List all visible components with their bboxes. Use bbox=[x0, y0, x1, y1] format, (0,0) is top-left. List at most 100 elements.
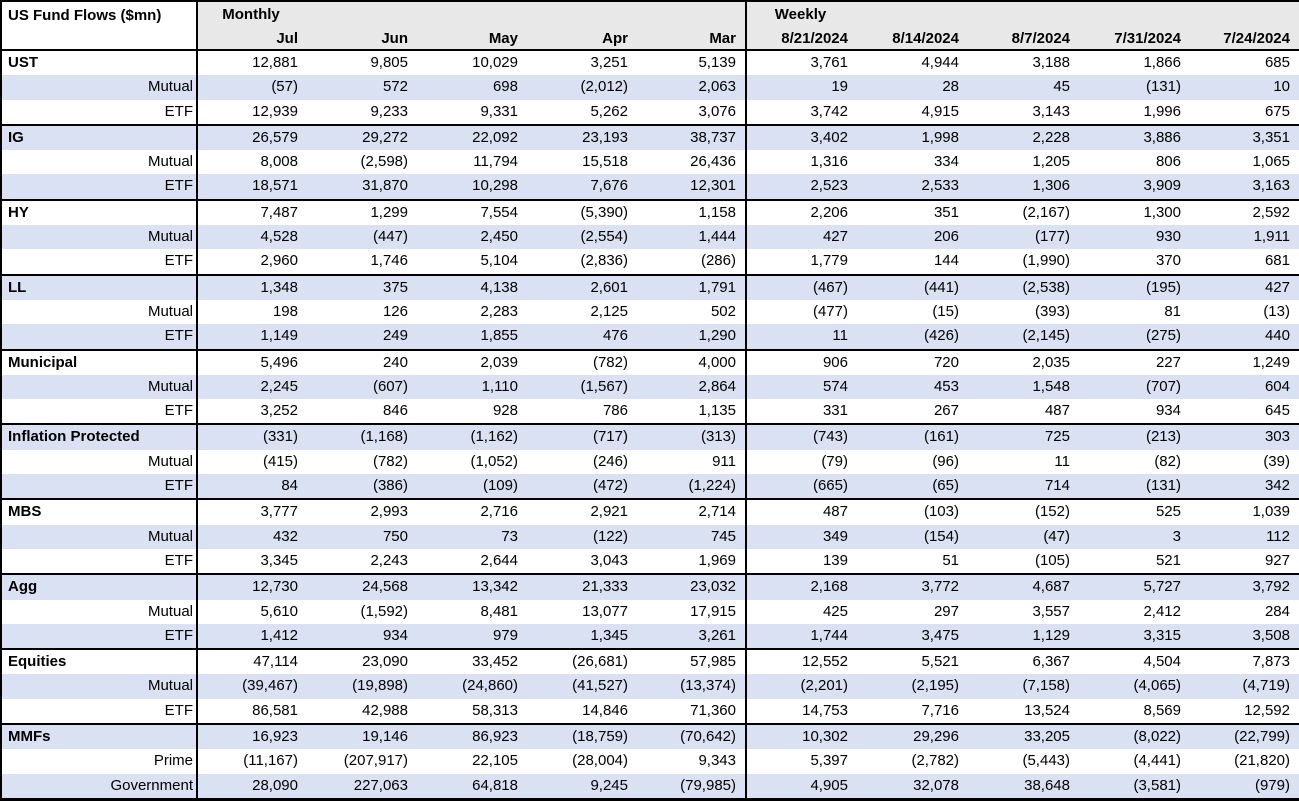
value-cell: 2,039 bbox=[417, 348, 527, 375]
value-cell: 3,252 bbox=[196, 399, 307, 425]
value-cell: 685 bbox=[1190, 48, 1299, 76]
row-label: Prime bbox=[153, 752, 193, 770]
value-cell: 5,262 bbox=[590, 102, 628, 120]
value-cell: 23,032 bbox=[637, 573, 746, 600]
section-label-monthly: Monthly bbox=[196, 1, 307, 28]
value-cell: 57,985 bbox=[637, 648, 746, 675]
value-cell: (207,917) bbox=[343, 752, 408, 770]
value-cell: 349 bbox=[745, 524, 857, 549]
value-cell: 31,870 bbox=[307, 174, 417, 200]
value-cell: 8,569 bbox=[1143, 701, 1181, 719]
value-cell: 2,960 bbox=[196, 249, 307, 275]
value-cell: 930 bbox=[1079, 225, 1190, 250]
value-cell: (15) bbox=[932, 302, 959, 320]
value-cell: 3,402 bbox=[745, 123, 857, 151]
category-row: MMFs 16,923 19,146 86,923 (18,759) (70,642) 10… bbox=[1, 723, 1299, 750]
value-cell: 1,779 bbox=[745, 249, 857, 275]
row-label: Mutual bbox=[1, 225, 197, 250]
value-cell: 574 bbox=[745, 374, 857, 400]
row-label: IG bbox=[1, 123, 197, 151]
value-cell: (65) bbox=[857, 474, 968, 500]
value-cell: 4,138 bbox=[417, 273, 527, 300]
sub-row: ETF 12,939 9,233 9,331 5,262 3,076 3,742 4,915 3… bbox=[1, 99, 1299, 125]
row-label: Mutual bbox=[1, 674, 197, 699]
value-cell: 51 bbox=[942, 551, 959, 569]
value-cell: 1,065 bbox=[1252, 153, 1290, 171]
value-cell: 26,579 bbox=[196, 123, 307, 151]
value-cell: 3 bbox=[1079, 524, 1190, 549]
value-cell: 84 bbox=[196, 474, 307, 500]
value-cell: (2,782) bbox=[911, 752, 959, 770]
value-cell: (154) bbox=[857, 524, 968, 549]
value-cell: 2,592 bbox=[1190, 198, 1299, 226]
value-cell: 198 bbox=[196, 299, 307, 325]
sub-row: ETF 18,571 31,870 10,298 7,676 12,301 2,523 2,5… bbox=[1, 174, 1299, 200]
value-cell: 1,866 bbox=[1079, 48, 1190, 76]
value-cell: 3,777 bbox=[196, 498, 307, 525]
value-cell: 9,343 bbox=[698, 752, 736, 770]
value-cell: 3,557 bbox=[1032, 602, 1070, 620]
value-cell: (213) bbox=[1079, 423, 1190, 450]
value-cell: 3,772 bbox=[857, 573, 968, 600]
row-label: Mutual bbox=[147, 452, 193, 470]
value-cell: 1,158 bbox=[637, 198, 746, 226]
row-label: Mutual bbox=[1, 374, 197, 400]
value-cell: 1,316 bbox=[745, 150, 857, 175]
value-cell: 3,792 bbox=[1190, 573, 1299, 600]
value-cell: 19 bbox=[745, 75, 857, 100]
value-cell: 28 bbox=[857, 75, 968, 100]
category-row: Municipal 5,496 240 2,039 (782) 4,000 906 720 2,… bbox=[1, 348, 1299, 375]
value-cell: 64,818 bbox=[417, 773, 527, 800]
row-label: Mutual bbox=[147, 602, 193, 620]
value-cell: 675 bbox=[1264, 102, 1290, 120]
row-label: Mutual bbox=[1, 75, 197, 100]
value-cell: (2,012) bbox=[527, 75, 637, 100]
sub-row: Mutual 4,528 (447) 2,450 (2,554) 1,444 427 206(… bbox=[1, 225, 1299, 250]
group-equities: Equities 47,114 23,090 33,452 (26,681) 57,985… bbox=[1, 648, 1299, 725]
value-cell: 16,923 bbox=[196, 723, 307, 750]
value-cell: (2,836) bbox=[580, 252, 628, 270]
value-cell: (1,052) bbox=[470, 452, 518, 470]
value-cell: 725 bbox=[968, 423, 1079, 450]
value-cell: 3,188 bbox=[968, 48, 1079, 76]
value-cell: 1,911 bbox=[1190, 225, 1299, 250]
value-cell: (665) bbox=[745, 474, 857, 500]
value-cell: (607) bbox=[307, 374, 417, 400]
group-hy: HY 7,487 1,299 7,554 (5,390) 1,158 2,206 351 (2,… bbox=[1, 198, 1299, 275]
row-label: Municipal bbox=[1, 348, 197, 375]
category-row: Inflation Protected (331) (1,168) (1,162) (7… bbox=[1, 423, 1299, 450]
column-header-may: May bbox=[417, 28, 527, 51]
row-label: Mutual bbox=[147, 153, 193, 171]
value-cell: 86,581 bbox=[196, 698, 307, 725]
value-cell: 476 bbox=[527, 324, 637, 350]
value-cell: 8,481 bbox=[480, 602, 518, 620]
value-cell: (39,467) bbox=[196, 674, 307, 699]
value-cell: 58,313 bbox=[472, 701, 518, 719]
column-header-jun: Jun bbox=[307, 28, 417, 51]
value-cell: 144 bbox=[933, 252, 959, 270]
section-label-weekly: Weekly bbox=[745, 1, 857, 28]
column-header-jul: Jul bbox=[196, 28, 307, 51]
value-cell: 1,345 bbox=[527, 623, 637, 650]
section-header-row: US Fund Flows ($mn) Monthly Weekly bbox=[1, 1, 1299, 50]
value-cell: (21,820) bbox=[1234, 752, 1290, 770]
row-label: Agg bbox=[1, 573, 197, 600]
sub-row: ETF 1,412 934 979 1,345 3,261 1,744 3,475 1,129 3… bbox=[1, 623, 1299, 650]
value-cell: 33,452 bbox=[417, 648, 527, 675]
value-cell: 112 bbox=[1190, 524, 1299, 549]
value-cell: 81 bbox=[1164, 302, 1181, 320]
value-cell: 227,063 bbox=[307, 773, 417, 800]
value-cell: (105) bbox=[1034, 551, 1070, 569]
value-cell: 21,333 bbox=[527, 573, 637, 600]
category-row: MBS 3,777 2,993 2,716 2,921 2,714 487 (103) (152… bbox=[1, 498, 1299, 525]
value-cell: 1,306 bbox=[968, 174, 1079, 200]
value-cell: 425 bbox=[745, 599, 857, 624]
value-cell: 139 bbox=[745, 548, 857, 575]
value-cell: (5,443) bbox=[1022, 752, 1070, 770]
value-cell: 1,135 bbox=[698, 402, 736, 420]
value-cell: (177) bbox=[968, 225, 1079, 250]
value-cell: 1,129 bbox=[968, 623, 1079, 650]
value-cell: (313) bbox=[637, 423, 746, 450]
value-cell: 7,873 bbox=[1190, 648, 1299, 675]
